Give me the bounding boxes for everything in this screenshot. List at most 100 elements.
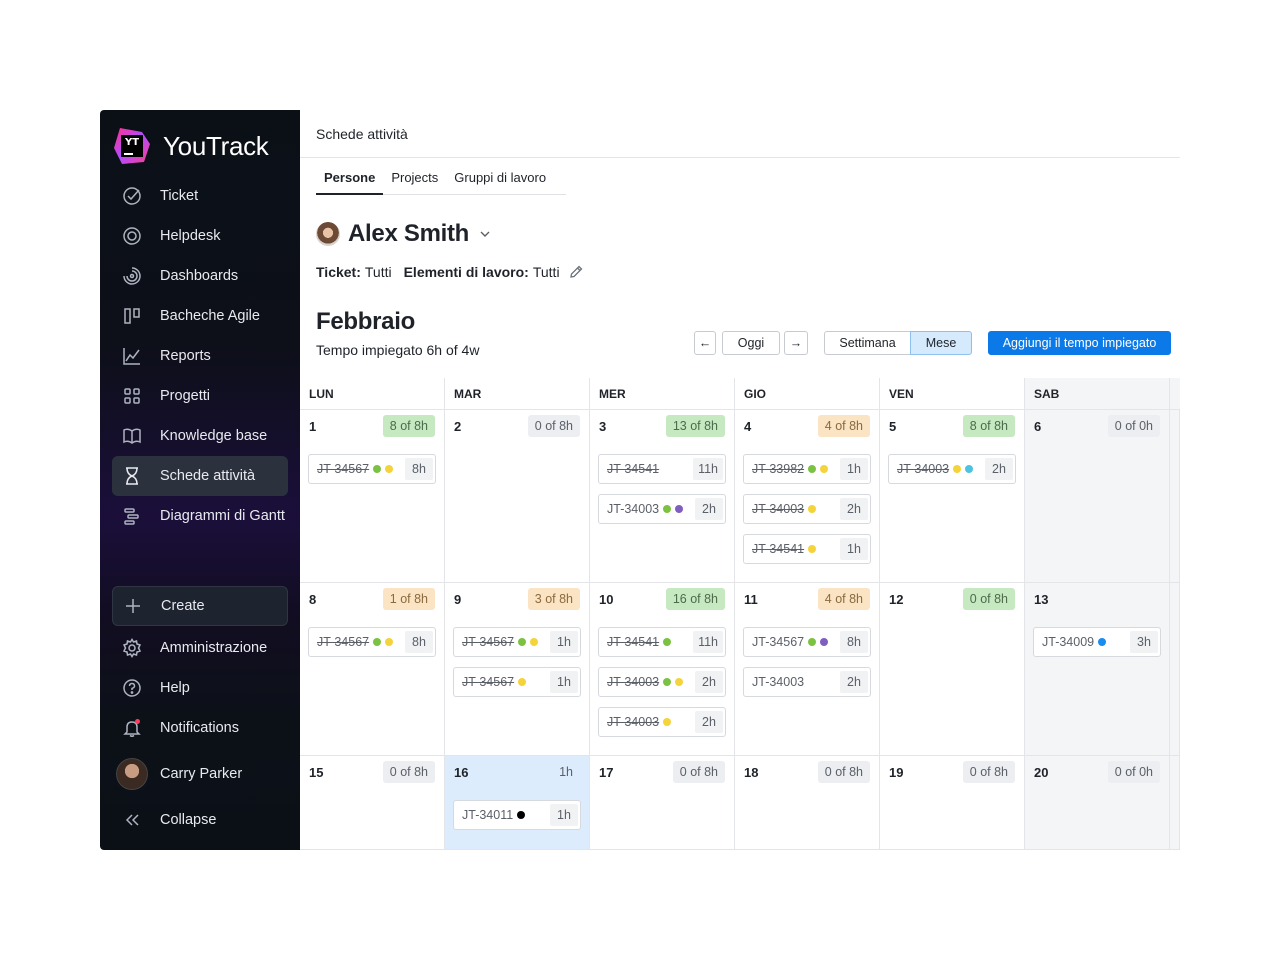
day-number: 12 (889, 592, 904, 607)
edit-pencil-icon[interactable] (568, 264, 584, 280)
today-button[interactable]: Oggi (722, 331, 780, 355)
day-total-badge: 1 of 8h (382, 588, 435, 610)
day-cell[interactable]: 1 8 of 8h JT-34567 8h (300, 410, 445, 583)
work-item-entry[interactable]: JT-34567 8h (308, 454, 436, 484)
work-item-entry[interactable]: JT-34003 2h (598, 667, 726, 697)
day-cell-partial (1170, 583, 1180, 756)
day-number: 10 (599, 592, 614, 607)
work-item-entry[interactable]: JT-34567 1h (453, 667, 581, 697)
status-dot (820, 638, 829, 646)
sidebar-item-label: Dashboards (160, 268, 239, 284)
status-dot (385, 465, 394, 473)
sidebar-item-knowledge-base[interactable]: Knowledge base (112, 416, 288, 456)
day-cell[interactable]: 19 0 of 8h (880, 756, 1025, 850)
sidebar-item-timesheets[interactable]: Schede attività (112, 456, 288, 496)
day-cell[interactable]: 13 JT-34009 3h (1025, 583, 1170, 756)
issue-id: JT-34567 (462, 675, 515, 689)
work-item-entry[interactable]: JT-34567 1h (453, 627, 581, 657)
day-cell[interactable]: 18 0 of 8h (735, 756, 880, 850)
page-title: Schede attività (316, 126, 408, 142)
create-button[interactable]: Create (112, 586, 288, 626)
tab-bar: Persone Projects Gruppi di lavoro (316, 170, 566, 195)
sidebar-item-label: Amministrazione (160, 640, 268, 656)
next-button[interactable]: → (784, 331, 808, 355)
work-item-entry[interactable]: JT-34003 2h (888, 454, 1016, 484)
status-dot (385, 638, 394, 646)
weekday-header: MER (590, 378, 735, 410)
day-cell[interactable]: 11 4 of 8h JT-34567 8h JT-34003 2h (735, 583, 880, 756)
day-total-badge: 1h (559, 765, 573, 779)
create-label: Create (161, 598, 205, 614)
double-chevron-left-icon (112, 800, 152, 840)
sidebar-item-administration[interactable]: Amministrazione (112, 628, 288, 668)
user-profile[interactable]: Carry Parker (112, 754, 288, 794)
weekday-header: MAR (445, 378, 590, 410)
add-time-spent-button[interactable]: Aggiungi il tempo impiegato (988, 331, 1171, 355)
sidebar-item-reports[interactable]: Reports (112, 336, 288, 376)
work-item-entry[interactable]: JT-34541 11h (598, 627, 726, 657)
work-item-entry[interactable]: JT-33982 1h (743, 454, 871, 484)
collapse-button[interactable]: Collapse (112, 800, 288, 840)
day-cell[interactable]: 3 13 of 8h JT-34541 11h JT-34003 2h (590, 410, 735, 583)
sidebar-item-helpdesk[interactable]: Helpdesk (112, 216, 288, 256)
work-filter-value: Tutti (532, 264, 560, 280)
person-avatar (316, 222, 340, 246)
tab-groups[interactable]: Gruppi di lavoro (454, 170, 547, 185)
filters-row: Ticket: Tutti Elementi di lavoro: Tutti (316, 264, 584, 280)
sidebar-item-dashboards[interactable]: Dashboards (112, 256, 288, 296)
week-view-button[interactable]: Settimana (824, 331, 911, 355)
sidebar-item-agile-boards[interactable]: Bacheche Agile (112, 296, 288, 336)
brand[interactable]: YT YouTrack (112, 124, 269, 168)
sidebar-item-notifications[interactable]: Notifications (112, 708, 288, 748)
check-circle-icon (112, 176, 152, 216)
sidebar-item-projects[interactable]: Progetti (112, 376, 288, 416)
day-total-badge: 8 of 8h (382, 415, 435, 437)
gear-icon (112, 628, 152, 668)
sidebar-item-help[interactable]: Help (112, 668, 288, 708)
day-cell[interactable]: 10 16 of 8h JT-34541 11h JT-34003 2h JT-34003 2… (590, 583, 735, 756)
day-total-badge: 4 of 8h (817, 415, 870, 437)
status-dot (820, 465, 829, 473)
issue-id: JT-34541 (607, 462, 660, 476)
work-item-entry[interactable]: JT-34003 2h (743, 494, 871, 524)
person-selector[interactable]: Alex Smith (316, 220, 491, 248)
entry-duration: 2h (985, 458, 1013, 480)
sidebar-item-ticket[interactable]: Ticket (112, 176, 288, 216)
work-item-entry[interactable]: JT-34567 8h (308, 627, 436, 657)
day-cell[interactable]: 2 0 of 8h (445, 410, 590, 583)
day-number: 16 (454, 765, 469, 780)
sidebar-item-gantt[interactable]: Diagrammi di Gantt (112, 496, 288, 536)
tab-projects[interactable]: Projects (391, 170, 439, 185)
help-icon (112, 668, 152, 708)
day-cell[interactable]: 12 0 of 8h (880, 583, 1025, 756)
day-cell[interactable]: 15 0 of 8h (300, 756, 445, 850)
day-cell[interactable]: 8 1 of 8h JT-34567 8h (300, 583, 445, 756)
day-number: 11 (744, 592, 758, 607)
ticket-filter-value: Tutti (364, 264, 392, 280)
sidebar-item-label: Help (160, 680, 190, 696)
work-item-entry[interactable]: JT-34567 8h (743, 627, 871, 657)
work-item-entry[interactable]: JT-34003 2h (598, 707, 726, 737)
work-item-entry[interactable]: JT-34011 1h (453, 800, 581, 830)
status-dot (517, 811, 526, 819)
month-view-button[interactable]: Mese (910, 331, 972, 355)
day-cell[interactable]: 4 4 of 8h JT-33982 1h JT-34003 2h JT-34541 1h (735, 410, 880, 583)
day-cell[interactable]: 5 8 of 8h JT-34003 2h (880, 410, 1025, 583)
work-item-entry[interactable]: JT-34003 2h (743, 667, 871, 697)
day-number: 4 (744, 419, 752, 434)
day-cell[interactable]: 6 0 of 0h (1025, 410, 1170, 583)
day-cell[interactable]: 20 0 of 0h (1025, 756, 1170, 850)
work-item-entry[interactable]: JT-34541 1h (743, 534, 871, 564)
work-item-entry[interactable]: JT-34009 3h (1033, 627, 1161, 657)
day-cell[interactable]: 17 0 of 8h (590, 756, 735, 850)
day-total-badge: 0 of 0h (1107, 761, 1160, 783)
day-cell[interactable]: 9 3 of 8h JT-34567 1h JT-34567 1h (445, 583, 590, 756)
chart-icon (112, 336, 152, 376)
prev-button[interactable]: ← (694, 331, 716, 355)
sidebar-item-label: Progetti (160, 388, 210, 404)
tab-people[interactable]: Persone (316, 170, 384, 195)
entry-duration: 8h (840, 631, 868, 653)
work-item-entry[interactable]: JT-34003 2h (598, 494, 726, 524)
day-cell[interactable]: 16 1h JT-34011 1h (445, 756, 590, 850)
work-item-entry[interactable]: JT-34541 11h (598, 454, 726, 484)
